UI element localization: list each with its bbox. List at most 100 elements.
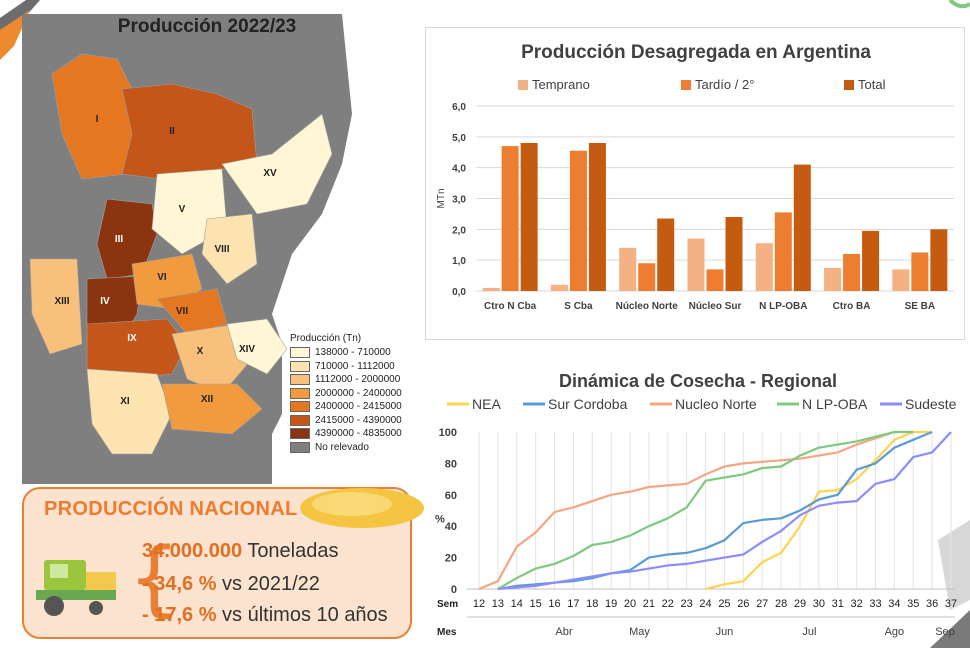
y-tick-label: 6,0	[452, 102, 466, 113]
zone-label: VIII	[214, 244, 229, 255]
x-tick-label: SE BA	[905, 301, 936, 312]
bar-chart-title: Producción Desagregada en Argentina	[521, 42, 871, 63]
zone-label: XV	[263, 168, 277, 179]
legend-label: Tardío / 2°	[695, 77, 754, 92]
y-tick-label: 40	[445, 521, 457, 533]
zone-label: X	[197, 346, 204, 357]
legend-entry: 710000 - 1112000	[290, 360, 402, 374]
legend-entry: 2000000 - 2400000	[290, 387, 402, 401]
legend-entry: 1112000 - 2000000	[290, 373, 402, 387]
bar	[588, 143, 606, 291]
legend-swatch	[290, 387, 310, 399]
x-tick-label: 35	[907, 598, 919, 610]
corn-icon	[300, 488, 424, 528]
bar	[892, 269, 910, 291]
month-label: Ago	[885, 626, 905, 638]
zone-XII	[161, 383, 263, 435]
x-tick-label: 16	[548, 598, 560, 610]
bar	[862, 230, 880, 291]
bar	[638, 263, 656, 291]
production-change-decade: - 17,6 % vs últimos 10 años	[142, 604, 388, 626]
y-tick-label: 4,0	[452, 164, 466, 175]
production-total: 34.000.000 Toneladas	[142, 540, 339, 562]
zone-label: VI	[157, 272, 167, 283]
x-tick-label: 18	[586, 598, 598, 610]
x-tick-label: 23	[681, 598, 693, 610]
bar	[619, 247, 637, 291]
legend-swatch	[290, 360, 310, 372]
zone-label: XII	[201, 394, 213, 405]
bar	[482, 287, 500, 291]
zone-XIV	[226, 318, 288, 375]
y-tick-label: 0,0	[452, 287, 466, 298]
legend-label: Sur Cordoba	[548, 396, 628, 412]
x-tick-label: Núcleo Sur	[689, 301, 742, 312]
line-chart-panel: Dinámica de Cosecha - Regional NEA Sur Cor…	[425, 365, 970, 648]
zone-label: V	[179, 204, 186, 215]
y-tick-label: 20	[445, 553, 457, 565]
x-tick-label: 33	[869, 598, 881, 610]
legend-label: Temprano	[532, 77, 590, 92]
x-tick-label: 27	[756, 598, 768, 610]
legend-label: 2415000 - 4390000	[315, 414, 402, 426]
month-label: Sep	[935, 626, 955, 638]
x-tick-label: 22	[662, 598, 674, 610]
zone-label: IV	[100, 296, 110, 307]
zone-label: II	[169, 126, 175, 137]
zone-label: I	[96, 114, 99, 125]
legend-entry: No relevado	[290, 441, 402, 455]
bar	[755, 243, 773, 291]
month-axis-label: Mes	[437, 627, 457, 638]
legend-label: NEA	[472, 396, 501, 412]
month-label: Jul	[802, 626, 816, 638]
x-tick-label: 26	[737, 598, 749, 610]
y-tick-label: 3,0	[452, 195, 466, 206]
legend-label: No relevado	[315, 441, 369, 453]
legend-label: 1112000 - 2000000	[315, 374, 401, 386]
bar	[843, 254, 861, 291]
legend-label: 2000000 - 2400000	[315, 387, 402, 399]
bar	[657, 218, 675, 291]
legend-label: 710000 - 1112000	[315, 360, 395, 372]
legend-label: 2400000 - 2415000	[315, 401, 402, 413]
series-line	[497, 431, 952, 591]
x-tick-label: 24	[699, 598, 711, 610]
x-tick-label: 28	[775, 598, 787, 610]
bar	[501, 146, 519, 291]
x-tick-label: 30	[813, 598, 825, 610]
map-legend: Producción (Tn) 138000 - 710000 710000 - …	[290, 333, 402, 454]
x-tick-label: 29	[794, 598, 806, 610]
zone-label: XIII	[54, 296, 69, 307]
legend-label: N LP-OBA	[802, 396, 868, 412]
legend-label: Sudeste	[905, 396, 957, 412]
bar	[706, 269, 724, 291]
x-tick-label: Ctro BA	[833, 301, 871, 312]
x-tick-label: 21	[643, 598, 655, 610]
zone-label: VII	[176, 306, 188, 317]
x-tick-label: 12	[473, 598, 485, 610]
legend-swatch	[681, 80, 691, 90]
legend-entry: 2415000 - 4390000	[290, 414, 402, 428]
y-axis-label: %	[435, 514, 445, 526]
legend-swatch	[290, 401, 310, 413]
legend-swatch	[290, 414, 310, 426]
x-tick-label: 37	[945, 598, 957, 610]
bar	[793, 164, 811, 291]
zone-label: XIV	[239, 344, 255, 355]
series-line	[705, 430, 933, 591]
legend-title: Producción (Tn)	[290, 333, 362, 344]
y-tick-label: 1,0	[452, 256, 466, 267]
legend-label: 4390000 - 4835000	[315, 428, 402, 440]
line-chart-title: Dinámica de Cosecha - Regional	[559, 371, 837, 391]
harvester-icon	[36, 560, 116, 616]
bar	[824, 267, 842, 291]
y-axis-label: MTn	[436, 189, 447, 209]
zone-VIII	[201, 213, 258, 285]
legend-swatch	[290, 428, 310, 440]
legend-label: 138000 - 710000	[315, 347, 391, 359]
zone-XV	[221, 113, 333, 215]
y-tick-label: 5,0	[452, 133, 466, 144]
month-label: Jun	[716, 626, 734, 638]
bar	[569, 150, 587, 291]
